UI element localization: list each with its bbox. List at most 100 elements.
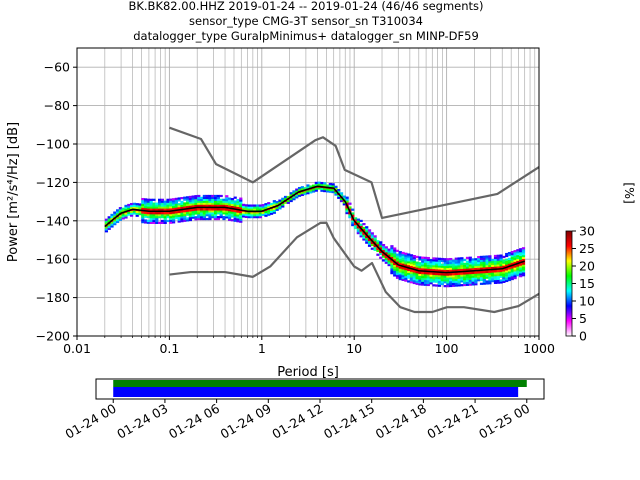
density-cell xyxy=(250,206,254,209)
density-cell xyxy=(432,280,436,283)
density-cell xyxy=(199,198,204,201)
density-cell xyxy=(353,223,358,226)
density-cell xyxy=(395,276,400,279)
density-cell xyxy=(345,202,349,205)
density-cell xyxy=(174,211,178,214)
density-cell xyxy=(337,194,341,197)
density-cell xyxy=(334,193,338,196)
density-cell xyxy=(516,260,520,263)
timeline-tick-label: 01-24 09 xyxy=(218,401,274,442)
density-cell xyxy=(345,210,349,213)
density-cell xyxy=(138,213,142,216)
density-cell xyxy=(496,266,500,269)
density-cell xyxy=(421,268,425,271)
density-cell xyxy=(208,217,212,221)
density-cell xyxy=(158,198,162,201)
density-cell xyxy=(253,216,257,219)
density-cell xyxy=(202,217,206,221)
density-cell xyxy=(443,267,447,270)
density-cell xyxy=(423,260,428,263)
density-cell xyxy=(177,197,181,200)
density-cell xyxy=(183,211,187,215)
density-cell xyxy=(373,248,377,251)
density-cell xyxy=(479,275,484,278)
density-cell xyxy=(423,264,428,267)
density-cell xyxy=(286,201,290,204)
density-cell xyxy=(505,262,509,265)
density-cell xyxy=(409,271,414,274)
density-cell xyxy=(258,212,262,215)
density-cell xyxy=(160,200,164,203)
density-cell xyxy=(418,277,422,280)
density-cell xyxy=(435,261,439,264)
density-cell xyxy=(211,216,215,219)
density-cell xyxy=(225,198,229,202)
density-cell xyxy=(440,259,444,263)
density-cell xyxy=(429,266,433,269)
density-cell xyxy=(505,264,509,267)
density-cell xyxy=(474,277,478,280)
density-cell xyxy=(219,194,223,198)
density-cell xyxy=(258,206,262,209)
density-cell xyxy=(334,185,338,188)
density-cell xyxy=(426,266,430,269)
mean-curve xyxy=(104,185,525,274)
density-cell xyxy=(211,200,215,203)
density-cell xyxy=(163,217,167,221)
density-cell xyxy=(485,257,489,260)
density-cell xyxy=(295,190,299,193)
density-cell xyxy=(499,260,503,263)
density-cell xyxy=(460,268,464,271)
density-cell xyxy=(107,216,111,219)
density-cell xyxy=(381,259,386,262)
density-cell xyxy=(463,280,467,283)
density-cell xyxy=(211,204,215,207)
density-cell xyxy=(247,216,251,219)
density-cell xyxy=(320,187,324,190)
density-cell xyxy=(437,276,442,280)
density-cell xyxy=(253,204,257,207)
density-cell xyxy=(479,263,484,266)
density-cell xyxy=(437,275,442,278)
density-cell xyxy=(110,213,114,217)
density-cell xyxy=(412,276,416,279)
density-cell xyxy=(261,204,265,207)
density-cell xyxy=(311,190,316,193)
density-cell xyxy=(465,268,470,271)
density-cell xyxy=(460,257,464,260)
density-cell xyxy=(219,208,223,211)
density-cell xyxy=(197,208,201,211)
density-cell xyxy=(297,192,302,195)
density-cell xyxy=(479,259,484,262)
density-cell xyxy=(491,276,495,279)
density-cell xyxy=(250,216,254,219)
density-cell xyxy=(163,212,167,215)
plot-frame xyxy=(76,47,540,337)
density-cell xyxy=(418,265,422,269)
density-cell xyxy=(485,263,489,266)
density-cell xyxy=(471,267,475,271)
density-cell xyxy=(496,262,500,265)
density-cell xyxy=(323,182,327,185)
density-cell xyxy=(180,200,184,204)
density-cell xyxy=(468,256,472,259)
density-cell xyxy=(407,255,411,258)
density-cell xyxy=(144,211,148,214)
x-axis-ticks: 0.01 0.1 1 10 100 1000 xyxy=(63,336,555,356)
density-cell xyxy=(104,222,109,225)
density-cell xyxy=(216,194,220,198)
density-cell xyxy=(141,215,145,218)
density-cell xyxy=(197,196,201,200)
density-cell xyxy=(185,202,190,205)
density-cell xyxy=(320,189,324,192)
density-cell xyxy=(373,246,377,250)
density-cell xyxy=(468,281,472,284)
density-cell xyxy=(390,266,394,269)
density-cell xyxy=(429,274,433,277)
density-cell xyxy=(166,208,170,211)
density-cell xyxy=(502,280,506,283)
density-cell xyxy=(110,215,114,218)
density-cell xyxy=(404,262,408,265)
density-cell xyxy=(412,262,416,265)
